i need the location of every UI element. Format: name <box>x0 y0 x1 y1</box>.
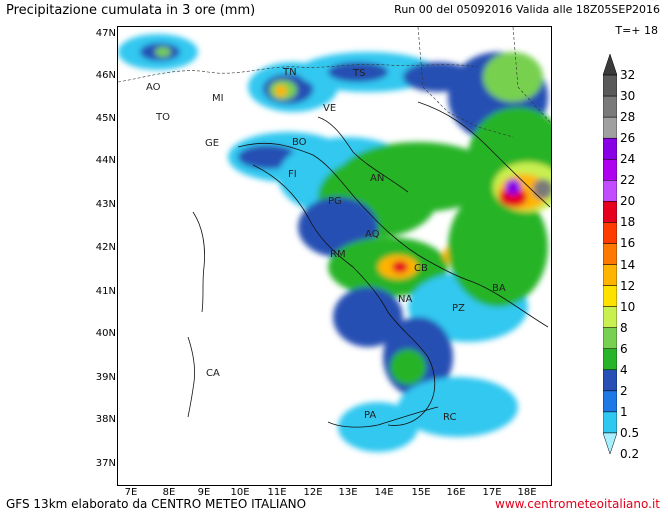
colorbar-swatch <box>603 264 617 286</box>
colorbar-swatch <box>603 306 617 328</box>
city-label: RC <box>443 412 457 423</box>
borders <box>118 27 551 138</box>
colorbar-swatch <box>603 54 617 76</box>
colorbar-level-label: 20 <box>620 194 636 209</box>
colorbar-level-label: 28 <box>620 110 636 125</box>
colorbar-swatch <box>603 180 617 202</box>
colorbar-level-label: 1 <box>620 404 628 419</box>
colorbar-swatch <box>603 222 617 244</box>
city-label: BA <box>492 283 506 294</box>
lat-label-39n: 39N <box>95 372 116 383</box>
lon-label-10e: 10E <box>230 487 250 498</box>
lat-label-42n: 42N <box>95 242 116 253</box>
colorbar-level-label: 14 <box>620 257 636 272</box>
colorbar-swatch <box>603 159 617 181</box>
lon-label-15e: 15E <box>411 487 431 498</box>
lat-label-43n: 43N <box>95 199 116 210</box>
colorbar-level-label: 2 <box>620 383 628 398</box>
colorbar-swatch <box>603 411 617 434</box>
city-label: BO <box>292 137 307 148</box>
colorbar-level-label: 26 <box>620 131 636 146</box>
colorbar-swatch <box>603 432 617 454</box>
colorbar-swatch <box>603 137 617 160</box>
city-label: AN <box>370 173 385 184</box>
colorbar-level-label: 18 <box>620 215 636 230</box>
lat-label-37n: 37N <box>95 458 116 469</box>
precipitation-map <box>117 26 552 486</box>
timestep-label: T=+ 18 <box>615 24 658 37</box>
city-label: PZ <box>452 303 465 314</box>
lat-label-47n: 47N <box>95 28 116 39</box>
lat-label-46n: 46N <box>95 70 116 81</box>
city-label: NA <box>398 294 413 305</box>
colorbar-swatch <box>603 201 617 223</box>
colorbar-swatch <box>603 95 617 118</box>
colorbar-level-label: 12 <box>620 278 636 293</box>
lon-label-7e: 7E <box>124 487 138 498</box>
lon-label-12e: 12E <box>303 487 323 498</box>
lat-label-38n: 38N <box>95 414 116 425</box>
website-link[interactable]: www.centrometeoitaliano.it <box>495 497 660 511</box>
colorbar-level-label: 22 <box>620 173 636 188</box>
lon-label-8e: 8E <box>162 487 176 498</box>
lon-label-14e: 14E <box>374 487 394 498</box>
lon-label-13e: 13E <box>338 487 358 498</box>
lat-label-41n: 41N <box>95 286 116 297</box>
lon-label-11e: 11E <box>267 487 287 498</box>
map-canvas <box>118 27 551 452</box>
lon-label-9e: 9E <box>197 487 211 498</box>
colorbar-level-label: 6 <box>620 341 628 356</box>
city-label: VE <box>323 103 337 114</box>
city-label: CB <box>414 263 428 274</box>
colorbar-swatch <box>603 243 617 265</box>
colorbar-swatch <box>603 116 617 139</box>
colorbar-level-label: 10 <box>620 299 636 314</box>
colorbar-swatch <box>603 74 617 97</box>
lat-label-44n: 44N <box>95 155 116 166</box>
colorbar-swatch <box>603 369 617 392</box>
colorbar-level-label: 0.5 <box>620 425 640 440</box>
city-label: CA <box>206 368 220 379</box>
colorbar-level-label: 8 <box>620 320 628 335</box>
lon-label-16e: 16E <box>446 487 466 498</box>
precip-colorbar <box>603 54 617 454</box>
city-label: TN <box>283 67 297 78</box>
colorbar-level-label: 32 <box>620 68 636 83</box>
coastlines <box>187 101 551 428</box>
precip-field <box>118 34 551 452</box>
city-label: PA <box>364 410 377 421</box>
colorbar-swatch <box>603 390 617 413</box>
colorbar-level-label: 0.2 <box>620 447 640 461</box>
run-info: Run 00 del 05092016 Valida alle 18Z05SEP… <box>394 3 660 16</box>
map-title: Precipitazione cumulata in 3 ore (mm) <box>6 3 256 18</box>
colorbar-level-label: 4 <box>620 362 628 377</box>
city-label: FI <box>288 169 297 180</box>
lat-label-40n: 40N <box>95 328 116 339</box>
city-label: PG <box>328 196 342 207</box>
colorbar-swatch <box>603 348 617 371</box>
colorbar-level-label: 16 <box>620 236 636 251</box>
city-label: GE <box>205 138 220 149</box>
city-label: AQ <box>365 229 380 240</box>
city-label: AO <box>146 82 161 93</box>
city-label: TS <box>353 68 366 79</box>
city-label: TO <box>156 112 170 123</box>
colorbar-swatch <box>603 327 617 349</box>
colorbar-level-label: 24 <box>620 152 636 167</box>
city-label: RM <box>330 249 346 260</box>
colorbar-level-label: 30 <box>620 89 636 104</box>
lon-label-18e: 18E <box>517 487 537 498</box>
lon-label-17e: 17E <box>482 487 502 498</box>
lat-label-45n: 45N <box>95 113 116 124</box>
city-label: MI <box>212 93 224 104</box>
model-credit: GFS 13km elaborato da CENTRO METEO ITALI… <box>6 497 307 511</box>
colorbar-swatch <box>603 285 617 307</box>
